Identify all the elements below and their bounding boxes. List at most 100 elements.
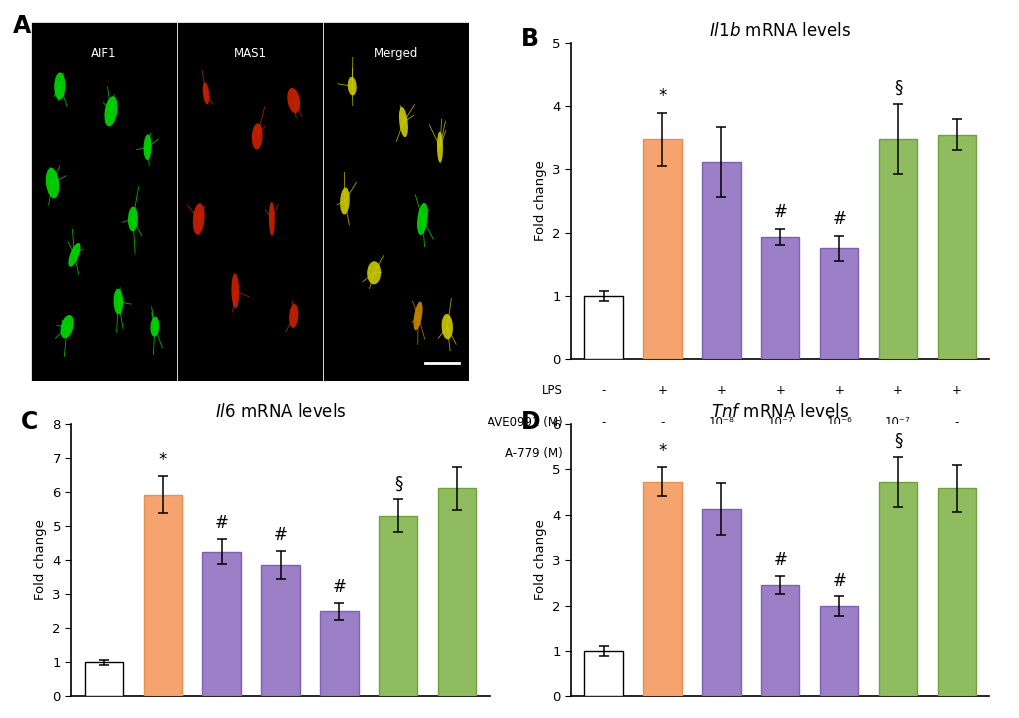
Ellipse shape [193, 203, 205, 235]
Ellipse shape [60, 315, 73, 338]
Text: MAS1: MAS1 [233, 47, 266, 60]
Ellipse shape [413, 302, 422, 330]
Text: 10⁻⁷: 10⁻⁷ [884, 416, 910, 429]
Text: +: + [657, 717, 666, 718]
Text: -: - [659, 416, 664, 429]
Bar [878, 139, 916, 359]
Bar [819, 607, 858, 696]
Bar [878, 482, 916, 696]
Ellipse shape [288, 304, 299, 328]
Text: +: + [951, 717, 961, 718]
Text: +: + [393, 717, 403, 718]
Text: +: + [216, 717, 226, 718]
Text: -: - [601, 717, 605, 718]
Bar [701, 162, 740, 359]
Text: +: + [774, 384, 785, 397]
Bar [31, 22, 176, 381]
Bar [261, 565, 300, 696]
Title: $\it{Tnf}$ mRNA levels: $\it{Tnf}$ mRNA levels [710, 403, 849, 421]
Text: A: A [13, 14, 32, 38]
Text: AVE0991 (M): AVE0991 (M) [487, 416, 562, 429]
Text: +: + [774, 717, 785, 718]
Text: #: # [832, 572, 846, 589]
Text: D: D [521, 410, 540, 434]
Ellipse shape [150, 317, 159, 337]
Text: Merged: Merged [374, 47, 418, 60]
Text: -: - [954, 416, 958, 429]
Text: #: # [772, 551, 787, 569]
Ellipse shape [231, 274, 238, 308]
Text: LPS: LPS [541, 384, 562, 397]
Bar [320, 611, 359, 696]
Text: -: - [777, 447, 782, 460]
Ellipse shape [287, 88, 300, 113]
Text: +: + [834, 717, 844, 718]
Text: +: + [951, 384, 961, 397]
Y-axis label: Fold change: Fold change [533, 161, 546, 241]
Bar [437, 488, 476, 696]
Bar [323, 22, 469, 381]
Text: LPS: LPS [42, 717, 63, 718]
Text: -: - [601, 447, 605, 460]
Text: +: + [657, 384, 666, 397]
Ellipse shape [441, 314, 452, 340]
Bar [936, 135, 975, 359]
Bar [643, 482, 681, 696]
Text: A-779 (M): A-779 (M) [504, 447, 562, 460]
Text: 10⁻⁶: 10⁻⁶ [825, 416, 851, 429]
Text: +: + [834, 384, 844, 397]
Text: *: * [657, 87, 666, 105]
Text: -: - [837, 447, 841, 460]
Text: *: * [657, 442, 666, 460]
Bar [379, 516, 417, 696]
Text: §: § [393, 475, 403, 493]
Ellipse shape [144, 134, 152, 160]
Text: -: - [659, 447, 664, 460]
Text: 10⁻⁶: 10⁻⁶ [884, 447, 910, 460]
Bar [144, 495, 181, 696]
Text: +: + [158, 717, 167, 718]
Ellipse shape [68, 243, 81, 267]
Text: +: + [715, 384, 726, 397]
Text: #: # [273, 526, 287, 544]
Text: +: + [715, 717, 726, 718]
Ellipse shape [417, 203, 427, 235]
Ellipse shape [339, 187, 350, 215]
Ellipse shape [436, 131, 442, 163]
Text: +: + [451, 717, 462, 718]
Text: C: C [21, 410, 39, 434]
Bar [819, 248, 858, 359]
Text: #: # [214, 514, 228, 532]
Ellipse shape [269, 202, 274, 236]
Text: +: + [334, 717, 344, 718]
Text: -: - [601, 384, 605, 397]
Title: $\it{Il1b}$ mRNA levels: $\it{Il1b}$ mRNA levels [708, 22, 851, 40]
Text: 10⁻⁷: 10⁻⁷ [766, 416, 793, 429]
Text: §: § [893, 78, 902, 96]
Bar [643, 139, 681, 359]
Ellipse shape [104, 96, 117, 126]
Bar [584, 296, 623, 359]
Ellipse shape [54, 73, 65, 100]
Text: §: § [893, 432, 902, 450]
Text: AIF1: AIF1 [91, 47, 116, 60]
Ellipse shape [347, 77, 357, 95]
Ellipse shape [203, 83, 209, 104]
Text: B: B [521, 27, 538, 51]
Ellipse shape [252, 123, 262, 149]
Bar [936, 488, 975, 696]
Text: -: - [718, 447, 722, 460]
Y-axis label: Fold change: Fold change [34, 520, 47, 600]
Text: LPS: LPS [541, 717, 562, 718]
Text: #: # [332, 578, 346, 596]
Text: +: + [893, 384, 902, 397]
Ellipse shape [367, 261, 381, 284]
Ellipse shape [398, 107, 408, 137]
Text: #: # [772, 203, 787, 221]
Text: *: * [158, 451, 167, 469]
Bar [584, 651, 623, 696]
Ellipse shape [113, 289, 123, 314]
Text: +: + [275, 717, 285, 718]
Bar [701, 509, 740, 696]
Text: -: - [601, 416, 605, 429]
